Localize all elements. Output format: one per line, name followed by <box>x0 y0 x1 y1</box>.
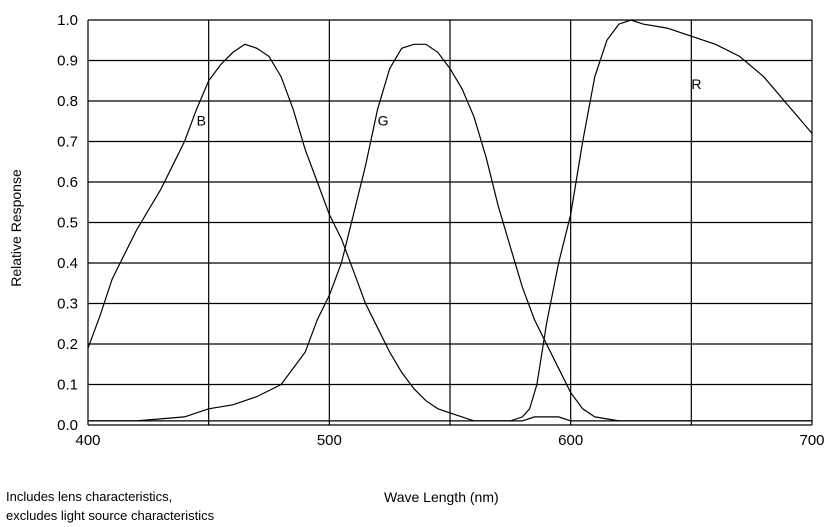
curve-B <box>87 43 812 422</box>
curve-label-B: B <box>197 112 206 128</box>
footnote-line-1: Includes lens characteristics, <box>6 489 173 504</box>
curve-G <box>88 43 812 422</box>
y-tick-label: 0.5 <box>57 215 78 232</box>
chart-grid <box>87 19 813 426</box>
footnote-line-2: excludes light source characteristics <box>6 508 215 523</box>
y-tick-label: 0.7 <box>57 134 78 151</box>
x-tick-label: 700 <box>799 432 824 449</box>
y-tick-label: 0.1 <box>57 377 78 394</box>
y-axis-title: Relative Response <box>8 169 24 287</box>
y-tick-label: 0.8 <box>57 93 78 110</box>
y-tick-label: 0.9 <box>57 53 78 70</box>
curve-label-G: G <box>378 112 389 128</box>
x-tick-label: 400 <box>75 432 100 449</box>
x-tick-label: 500 <box>317 432 342 449</box>
y-tick-label: 0.0 <box>57 417 78 434</box>
curve-label-R: R <box>691 76 701 92</box>
y-tick-label: 0.6 <box>57 174 78 191</box>
chart-curve-labels: B G R <box>197 76 702 128</box>
chart-curves <box>87 19 813 422</box>
curve-R <box>88 19 813 422</box>
y-tick-label: 0.2 <box>57 336 78 353</box>
x-axis-title: Wave Length (nm) <box>384 489 499 505</box>
chart-footnote: Includes lens characteristics, excludes … <box>6 487 214 525</box>
x-tick-label: 600 <box>558 432 583 449</box>
chart-tick-labels: 0.0 0.1 0.2 0.3 0.4 0.5 0.6 0.7 0.8 0.9 1.0 400 500 6… <box>57 12 824 449</box>
y-tick-label: 0.4 <box>57 255 78 272</box>
y-tick-label: 0.3 <box>57 296 78 313</box>
y-tick-label: 1.0 <box>57 12 78 29</box>
